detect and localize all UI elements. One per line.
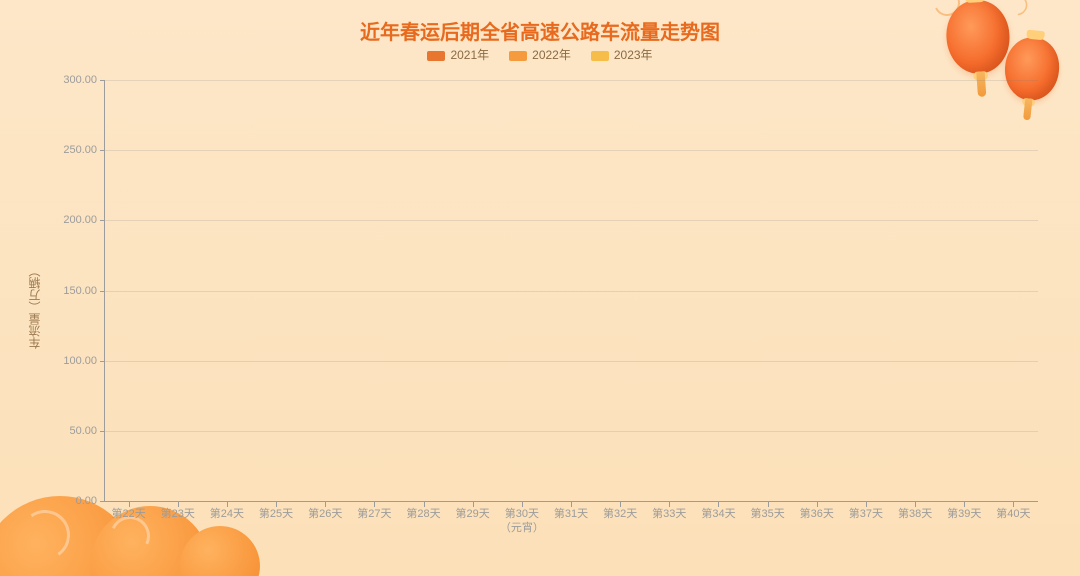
y-tick-label: 300.00: [47, 74, 97, 86]
y-tick-label: 150.00: [47, 285, 97, 297]
legend-item: 2021年: [427, 46, 489, 63]
y-tick-label: 0.00: [47, 495, 97, 507]
x-tick-label: 第31天: [546, 502, 595, 544]
x-tick-label: 第26天: [301, 502, 350, 544]
x-tick-label: 第29天: [448, 502, 497, 544]
y-tick-label: 50.00: [47, 425, 97, 437]
plot-area: 车流量（万辆） 0.0050.00100.00150.00200.00250.0…: [42, 70, 1044, 544]
x-tick-label: 第30天（元宵）: [497, 502, 546, 544]
x-tick-label: 第38天: [891, 502, 940, 544]
plot: 0.0050.00100.00150.00200.00250.00300.00: [104, 80, 1038, 502]
y-tick-label: 250.00: [47, 144, 97, 156]
chart-title: 近年春运后期全省高速公路车流量走势图: [14, 16, 1066, 45]
x-tick-label: 第27天: [350, 502, 399, 544]
y-tick-label: 200.00: [47, 214, 97, 226]
x-tick-label: 第35天: [743, 502, 792, 544]
x-ticks: 第22天第23天第24天第25天第26天第27天第28天第29天第30天（元宵）…: [104, 502, 1038, 544]
x-tick-label: 第40天: [989, 502, 1038, 544]
x-tick-label: 第33天: [645, 502, 694, 544]
y-axis-label: 车流量（万辆）: [26, 265, 43, 349]
legend-item: 2023年: [591, 46, 653, 63]
x-tick-label: 第34天: [694, 502, 743, 544]
chart-legend: 2021年 2022年 2023年: [14, 46, 1066, 63]
x-tick-label: 第25天: [251, 502, 300, 544]
x-tick-label: 第36天: [792, 502, 841, 544]
x-tick-label: 第39天: [940, 502, 989, 544]
x-tick-label: 第22天: [104, 502, 153, 544]
x-tick-label: 第32天: [596, 502, 645, 544]
chart-card: 近年春运后期全省高速公路车流量走势图 2021年 2022年 2023年 车流量（万…: [14, 10, 1066, 562]
x-tick-label: 第24天: [202, 502, 251, 544]
y-tick-label: 100.00: [47, 355, 97, 367]
legend-item: 2022年: [509, 46, 571, 63]
x-tick-label: 第37天: [841, 502, 890, 544]
x-tick-label: 第28天: [399, 502, 448, 544]
x-tick-label: 第23天: [153, 502, 202, 544]
